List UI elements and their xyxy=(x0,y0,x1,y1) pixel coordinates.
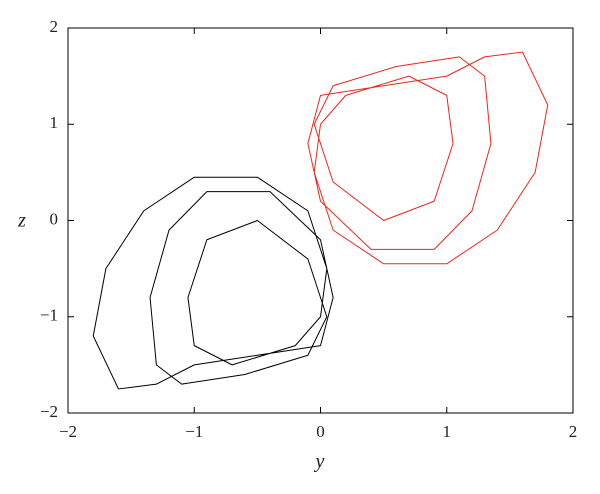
y-tick-label: 1 xyxy=(50,113,59,132)
x-tick-label: 0 xyxy=(316,422,325,441)
y-tick-label: −2 xyxy=(40,402,58,421)
x-axis-label: y xyxy=(314,451,325,473)
trajectory xyxy=(307,51,549,265)
y-tick-label: 0 xyxy=(50,209,59,228)
x-tick-label: 1 xyxy=(443,422,452,441)
plot-frame xyxy=(67,27,574,414)
y-axis-label: z xyxy=(17,210,26,232)
x-tick-label: 2 xyxy=(569,422,578,441)
y-tick-label: 2 xyxy=(50,17,59,36)
trajectory xyxy=(92,176,334,390)
x-tick-label: −2 xyxy=(59,422,77,441)
x-tick-label: −1 xyxy=(185,422,203,441)
y-tick-label: −1 xyxy=(40,306,58,325)
